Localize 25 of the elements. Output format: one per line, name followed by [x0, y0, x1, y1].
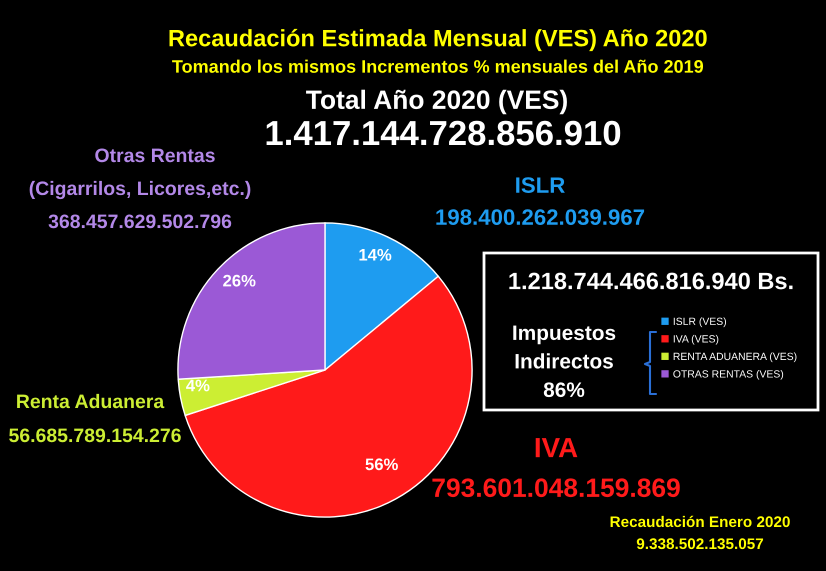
text: Otras Rentas	[95, 148, 215, 162]
text: 793.601.048.159.869	[432, 478, 680, 498]
text: Renta Aduanera	[17, 394, 164, 408]
text: 368.457.629.502.796	[48, 214, 232, 228]
legend-label: IVA (VES)	[674, 334, 718, 345]
data-label: 14%	[359, 248, 392, 261]
text: IVA	[536, 438, 578, 458]
text: ISLR	[516, 177, 565, 193]
text: 198.400.262.039.967	[436, 209, 644, 225]
text: 56.685.789.154.276	[9, 428, 181, 442]
text: (Cigarrilos, Licores,etc.)	[30, 180, 250, 200]
text: Total Año 2020 (VES)	[306, 90, 567, 114]
chart-subtitle: Tomando los mismos Incrementos % mensuales del Año 2019	[172, 60, 704, 73]
text: 9.338.502.135.057	[636, 538, 764, 550]
text: Impuestos Indirectos 86%	[513, 326, 616, 398]
text: 1.417.144.728.856.910	[266, 120, 620, 146]
chart-title: Recaudación Estimada Mensual (VES) Año 2020	[170, 28, 707, 52]
legend-label: RENTA ADUANERA (VES)	[674, 352, 796, 362]
legend-label: ISLR (VES)	[674, 317, 726, 328]
legend-label: OTRAS RENTAS (VES)	[673, 370, 784, 380]
data-label: 56%	[366, 458, 398, 470]
data-label: 26%	[223, 274, 256, 287]
text: 1.218.744.466.816.940 Bs.	[509, 272, 792, 290]
data-label: 4%	[186, 380, 210, 392]
text: Recaudación Enero 2020	[610, 516, 790, 528]
